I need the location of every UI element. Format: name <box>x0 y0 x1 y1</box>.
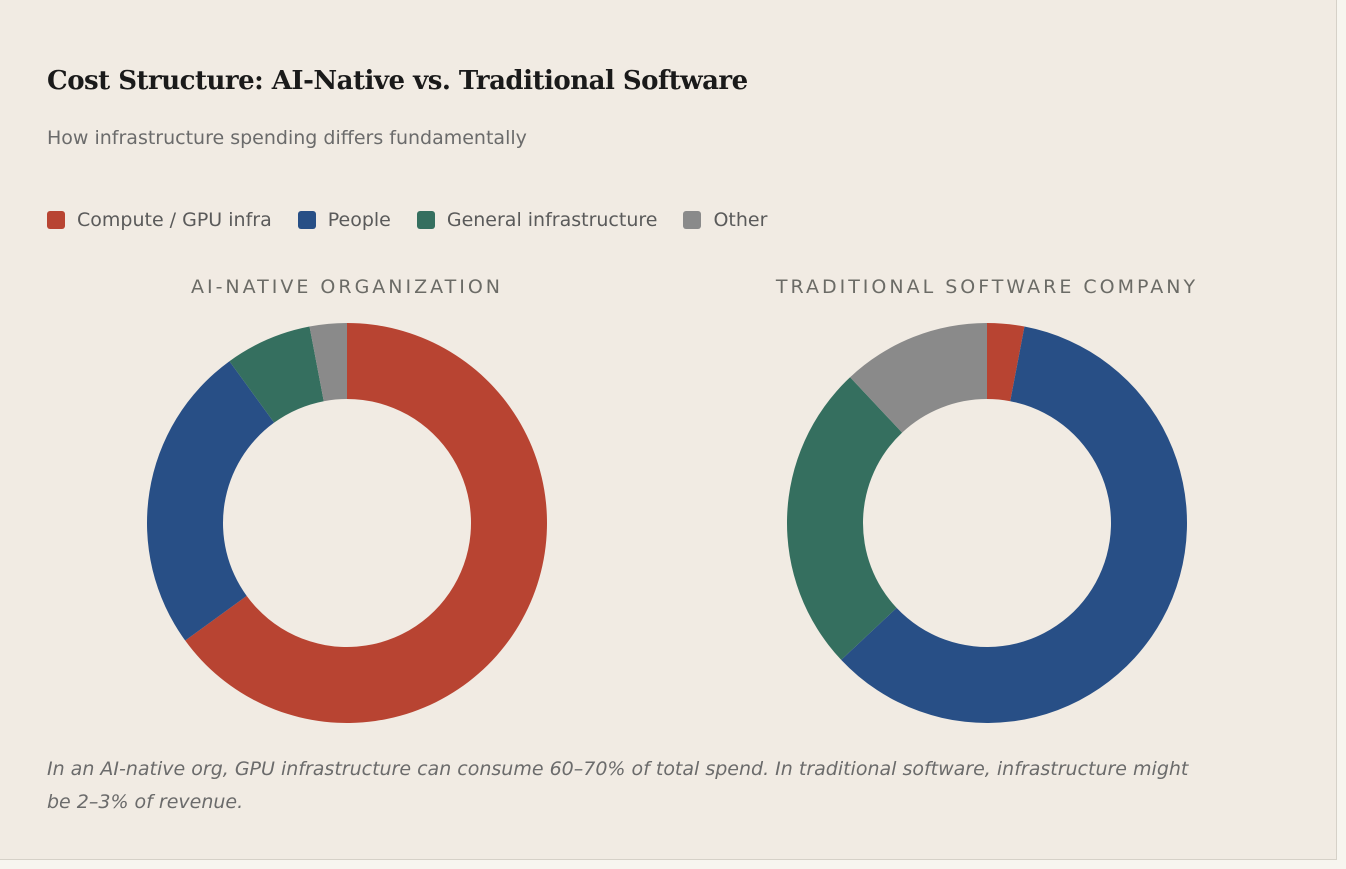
legend-label: People <box>327 209 391 231</box>
legend-label: Other <box>713 209 768 231</box>
legend-item-other: Other <box>683 209 767 231</box>
legend: Compute / GPU infra People General infra… <box>47 209 767 231</box>
donut-ai-native <box>147 323 547 723</box>
donut-slice-general-infrastructure <box>229 326 324 423</box>
donut-slice-other <box>309 323 347 402</box>
donut-slice-compute-gpu-infra <box>987 323 1025 402</box>
legend-swatch <box>297 211 316 229</box>
legend-item-general: General infrastructure <box>416 209 658 231</box>
donut-slice-general-infrastructure <box>787 377 903 660</box>
donut-slice-other <box>850 323 987 433</box>
chart-title: Cost Structure: AI-Native vs. Traditiona… <box>47 66 748 96</box>
legend-label: Compute / GPU infra <box>77 209 272 231</box>
chart-subtitle: How infrastructure spending differs fund… <box>47 127 527 149</box>
donut-title-traditional: TRADITIONAL SOFTWARE COMPANY <box>775 276 1199 298</box>
donut-slice-compute-gpu-infra <box>185 323 547 723</box>
legend-swatch <box>47 211 65 229</box>
donut-slice-people <box>841 326 1187 723</box>
legend-item-compute: Compute / GPU infra <box>47 209 272 231</box>
legend-swatch <box>416 211 435 229</box>
footnote: In an AI-native org, GPU infrastructure … <box>47 758 1189 813</box>
donut-slice-people <box>147 361 275 641</box>
legend-label: General infrastructure <box>446 209 658 231</box>
donut-traditional <box>787 323 1187 723</box>
legend-swatch <box>683 211 702 229</box>
legend-item-people: People <box>297 209 391 231</box>
donut-title-ai-native: AI-NATIVE ORGANIZATION <box>190 276 504 298</box>
